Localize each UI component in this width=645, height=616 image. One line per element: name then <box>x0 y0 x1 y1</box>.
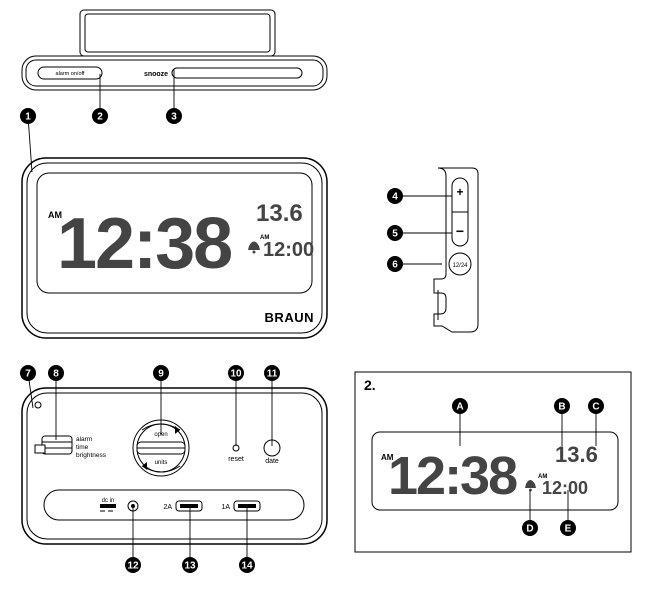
p2-date: 13.6 <box>555 442 598 467</box>
svg-text:A: A <box>456 402 463 413</box>
sw-label-brightness: brightness <box>76 452 107 459</box>
svg-text:6: 6 <box>392 260 398 271</box>
sw-label-time: time <box>76 444 89 451</box>
p2-time: 12:38 <box>388 446 517 506</box>
svg-text:1: 1 <box>25 112 31 123</box>
p2-alarm-time: 12:00 <box>542 478 588 498</box>
mode-switch[interactable] <box>35 436 72 454</box>
hole-icon <box>35 402 41 408</box>
svg-text:7: 7 <box>25 369 31 380</box>
panel-2: 2. AM 12:38 13.6 AM 12:00 <box>355 372 631 552</box>
side-view: + − 12/24 <box>434 168 478 332</box>
svg-text:8: 8 <box>53 369 59 380</box>
p2-bell-icon <box>525 480 536 491</box>
svg-text:10: 10 <box>230 369 242 380</box>
back-view: alarm time brightness open units reset d… <box>22 388 327 544</box>
snooze-bar[interactable] <box>172 68 302 78</box>
format-label: 12/24 <box>452 263 468 269</box>
svg-text:14: 14 <box>241 561 253 572</box>
dc-symbol <box>100 504 116 508</box>
snooze-label: snooze <box>144 71 168 78</box>
svg-text:4: 4 <box>392 192 398 203</box>
svg-text:12: 12 <box>127 561 139 572</box>
svg-text:13: 13 <box>184 561 196 572</box>
minus-button[interactable]: − <box>456 223 464 239</box>
sw-label-alarm: alarm <box>76 436 92 443</box>
front-time: 12:38 <box>57 204 231 284</box>
top-view: alarm on/off snooze <box>22 10 327 90</box>
front-alarm-time: 12:00 <box>263 239 314 261</box>
diagram-root: alarm on/off snooze AM 12:38 13.6 AM 12:… <box>0 0 645 616</box>
svg-text:C: C <box>592 402 599 413</box>
port-1a-label: 1A <box>221 504 230 511</box>
front-date: 13.6 <box>256 200 303 227</box>
svg-text:5: 5 <box>392 229 398 240</box>
plus-button[interactable]: + <box>456 185 463 199</box>
port-2a-label: 2A <box>163 504 172 511</box>
svg-text:D: D <box>526 524 533 535</box>
svg-text:E: E <box>565 524 572 535</box>
svg-text:9: 9 <box>158 369 164 380</box>
svg-text:11: 11 <box>267 369 278 380</box>
svg-text:B: B <box>558 402 565 413</box>
alarm-onoff-label: alarm on/off <box>56 71 85 77</box>
dcin-label: dc in <box>102 498 115 504</box>
dial-units: units <box>155 460 168 466</box>
bell-icon <box>248 242 260 254</box>
reset-label: reset <box>228 456 244 463</box>
date-label: date <box>265 458 279 465</box>
svg-text:2: 2 <box>97 112 103 123</box>
panel2-caption: 2. <box>364 377 376 393</box>
svg-text:3: 3 <box>171 112 177 123</box>
front-view: AM 12:38 13.6 AM 12:00 BRAUN <box>22 158 327 338</box>
brand-label: BRAUN <box>265 310 314 325</box>
